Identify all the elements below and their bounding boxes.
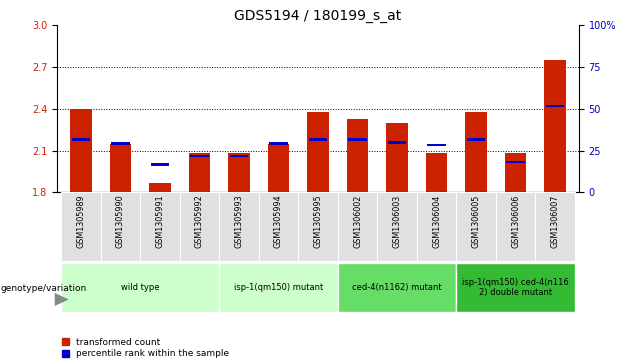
Text: GSM1306002: GSM1306002 <box>353 195 362 248</box>
Bar <box>546 105 564 107</box>
Bar <box>347 119 368 192</box>
Text: GSM1305994: GSM1305994 <box>274 195 283 248</box>
Text: genotype/variation: genotype/variation <box>1 284 87 293</box>
FancyBboxPatch shape <box>180 192 219 261</box>
Text: wild type: wild type <box>121 283 160 292</box>
Bar <box>388 141 406 143</box>
Bar <box>111 142 130 145</box>
Bar <box>109 144 131 192</box>
FancyBboxPatch shape <box>496 192 536 261</box>
FancyBboxPatch shape <box>219 263 338 312</box>
FancyBboxPatch shape <box>536 192 575 261</box>
Text: GSM1306003: GSM1306003 <box>392 195 401 248</box>
Bar <box>190 155 209 158</box>
Bar <box>425 154 447 192</box>
Bar <box>386 123 408 192</box>
FancyBboxPatch shape <box>259 192 298 261</box>
Bar <box>268 144 289 192</box>
Text: GSM1306007: GSM1306007 <box>551 195 560 248</box>
Bar <box>72 138 90 141</box>
FancyBboxPatch shape <box>61 263 219 312</box>
Text: ced-4(n1162) mutant: ced-4(n1162) mutant <box>352 283 442 292</box>
Bar <box>505 154 527 192</box>
Title: GDS5194 / 180199_s_at: GDS5194 / 180199_s_at <box>235 9 401 23</box>
FancyBboxPatch shape <box>456 192 496 261</box>
FancyBboxPatch shape <box>417 192 456 261</box>
Text: GSM1305992: GSM1305992 <box>195 195 204 248</box>
FancyBboxPatch shape <box>219 192 259 261</box>
Bar <box>149 183 171 192</box>
FancyBboxPatch shape <box>61 192 100 261</box>
Bar <box>228 154 250 192</box>
FancyBboxPatch shape <box>100 192 140 261</box>
Bar <box>269 142 287 145</box>
FancyBboxPatch shape <box>140 192 180 261</box>
FancyBboxPatch shape <box>377 192 417 261</box>
Text: GSM1305989: GSM1305989 <box>76 195 85 248</box>
FancyBboxPatch shape <box>338 263 456 312</box>
Text: GSM1306004: GSM1306004 <box>432 195 441 248</box>
Bar <box>151 163 169 166</box>
FancyBboxPatch shape <box>298 192 338 261</box>
Bar <box>230 155 248 158</box>
Bar <box>70 109 92 192</box>
Bar <box>307 112 329 192</box>
Text: GSM1305990: GSM1305990 <box>116 195 125 248</box>
Text: GSM1305993: GSM1305993 <box>235 195 244 248</box>
Text: isp-1(qm150) mutant: isp-1(qm150) mutant <box>234 283 323 292</box>
Bar <box>506 160 525 163</box>
Legend: transformed count, percentile rank within the sample: transformed count, percentile rank withi… <box>62 338 230 359</box>
Bar <box>189 154 211 192</box>
Text: GSM1306005: GSM1306005 <box>471 195 481 248</box>
Bar <box>349 138 367 141</box>
Bar <box>465 112 487 192</box>
Bar <box>427 144 446 146</box>
Bar <box>467 138 485 141</box>
Bar <box>308 138 328 141</box>
FancyBboxPatch shape <box>338 192 377 261</box>
Text: GSM1305995: GSM1305995 <box>314 195 322 248</box>
Polygon shape <box>55 293 69 306</box>
Text: GSM1306006: GSM1306006 <box>511 195 520 248</box>
Bar <box>544 60 566 192</box>
Text: GSM1305991: GSM1305991 <box>155 195 165 248</box>
FancyBboxPatch shape <box>456 263 575 312</box>
Text: isp-1(qm150) ced-4(n116
2) double mutant: isp-1(qm150) ced-4(n116 2) double mutant <box>462 278 569 297</box>
